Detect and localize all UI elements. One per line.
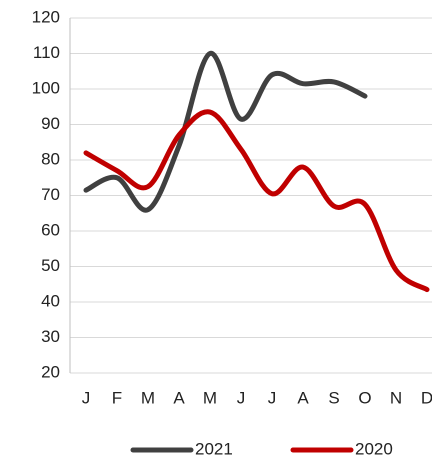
- x-tick-label: S: [328, 388, 339, 407]
- y-tick-label: 120: [32, 7, 60, 26]
- y-tick-label: 30: [41, 327, 60, 346]
- series-line: [83, 51, 368, 213]
- y-tick-label: 90: [41, 114, 60, 133]
- y-tick-label: 20: [41, 362, 60, 381]
- x-tick-label: J: [268, 388, 277, 407]
- y-tick-label: 40: [41, 291, 60, 310]
- y-tick-label: 60: [41, 220, 60, 239]
- x-tick-label: N: [390, 388, 402, 407]
- x-tick-label: A: [173, 388, 185, 407]
- x-tick-label: A: [297, 388, 309, 407]
- y-tick-label: 80: [41, 149, 60, 168]
- x-tick-label: J: [82, 388, 91, 407]
- y-tick-label: 110: [33, 43, 60, 62]
- y-tick-label: 100: [32, 78, 60, 97]
- x-tick-label: J: [237, 388, 246, 407]
- legend-label: 2021: [195, 439, 233, 458]
- series-line: [83, 109, 430, 293]
- y-tick-label: 70: [41, 185, 60, 204]
- x-tick-label: M: [203, 388, 217, 407]
- x-tick-label: O: [358, 388, 371, 407]
- y-tick-label: 50: [41, 256, 60, 275]
- x-tick-label: F: [112, 388, 122, 407]
- legend-label: 2020: [355, 439, 393, 458]
- x-tick-label: D: [421, 388, 432, 407]
- x-tick-label: M: [141, 388, 155, 407]
